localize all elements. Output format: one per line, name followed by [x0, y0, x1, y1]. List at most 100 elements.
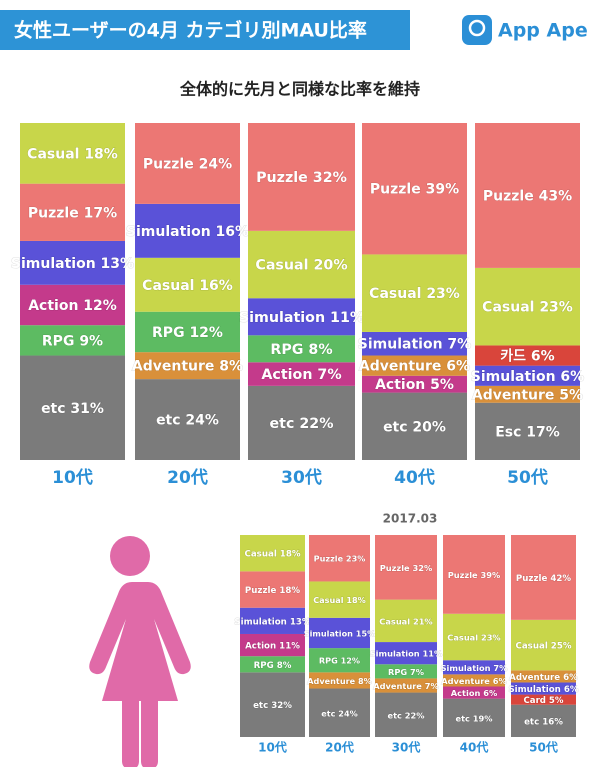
chart-title: 2017.03	[383, 512, 438, 526]
segment-label: Adventure 8%	[132, 359, 243, 375]
bar-segment	[248, 362, 355, 386]
bar-segment	[20, 355, 125, 460]
segment-label: RPG 9%	[42, 333, 103, 349]
bar-segment	[475, 267, 580, 346]
bar-segment	[20, 284, 125, 326]
segment-label: etc 22%	[387, 710, 424, 720]
segment-label: Puzzle 39%	[370, 182, 459, 198]
bar-segment	[240, 535, 305, 572]
segment-label: Simulation 7%	[358, 337, 471, 353]
segment-label: Casual 18%	[27, 146, 118, 162]
bar-segment	[475, 365, 580, 386]
bar-segment	[375, 535, 437, 600]
bar-segment	[248, 385, 355, 460]
segment-label: Casual 20%	[255, 258, 347, 274]
bar-segment	[309, 688, 370, 737]
bar-segment	[475, 402, 580, 460]
segment-label: Adventure 8%	[307, 676, 372, 686]
bar-segment	[375, 599, 437, 643]
bar-segment	[375, 692, 437, 737]
bar-segment	[475, 385, 580, 403]
segment-label: etc 24%	[156, 413, 219, 429]
segment-label: Action 6%	[451, 688, 497, 698]
x-tick-label: 40代	[460, 740, 489, 755]
bar-segment	[309, 617, 370, 649]
bar-segment	[362, 392, 467, 460]
segment-label: Casual 23%	[482, 300, 573, 316]
bar-segment	[511, 670, 576, 683]
bar-segment	[362, 331, 467, 356]
segment-label: RPG 8%	[254, 661, 292, 671]
bar-segment	[240, 656, 305, 673]
segment-label: Casual 23%	[447, 633, 500, 643]
bar-segment	[309, 581, 370, 618]
segment-label: Esc 17%	[495, 424, 560, 440]
segment-label: Simulation 11%	[370, 649, 443, 659]
bar-segment	[240, 607, 305, 634]
bar-segment	[443, 535, 505, 614]
segment-label: etc 19%	[455, 713, 492, 723]
segment-label: Puzzle 39%	[448, 570, 501, 580]
segment-label: Simulation 13%	[11, 256, 134, 272]
bar-segment	[135, 379, 240, 460]
bar-segment	[20, 123, 125, 184]
bar-segment	[240, 571, 305, 608]
segment-label: Puzzle 24%	[143, 156, 232, 172]
segment-label: Puzzle 17%	[28, 205, 117, 221]
x-tick-label: 50代	[507, 467, 548, 488]
bar-segment	[20, 240, 125, 285]
segment-label: Casual 18%	[313, 595, 366, 605]
bar-segment	[362, 355, 467, 376]
segment-label: RPG 7%	[388, 667, 424, 677]
bar-segment	[375, 664, 437, 679]
bar-segment	[362, 375, 467, 393]
segment-label: Casual 16%	[142, 278, 233, 294]
segment-label: Action 7%	[261, 367, 341, 383]
segment-label: RPG 12%	[152, 325, 223, 341]
bar-segment	[375, 678, 437, 693]
segment-label: Action 11%	[245, 642, 300, 652]
segment-label: etc 22%	[270, 416, 334, 432]
bar-segment	[248, 230, 355, 299]
segment-label: Adventure 5%	[472, 387, 583, 403]
segment-label: etc 20%	[383, 419, 446, 435]
bar-segment	[475, 123, 580, 268]
segment-label: RPG 12%	[319, 656, 360, 666]
segment-label: Simulation 6%	[508, 685, 578, 695]
bar-segment	[511, 694, 576, 705]
bar-segment	[511, 682, 576, 695]
segment-label: Card 5%	[523, 696, 563, 706]
bar-segment	[475, 345, 580, 366]
bar-segment	[135, 311, 240, 353]
bar-segment	[240, 633, 305, 657]
bar-segment	[20, 183, 125, 241]
title-banner	[0, 10, 410, 50]
bar-segment	[135, 123, 240, 204]
segment-label: Puzzle 32%	[380, 563, 433, 573]
segment-label: Simulation 6%	[471, 369, 584, 385]
segment-label: RPG 8%	[270, 342, 332, 358]
bar-segment	[443, 698, 505, 737]
logo-icon-face	[468, 19, 486, 37]
x-tick-label: 20代	[167, 467, 208, 488]
bar-segment	[135, 203, 240, 258]
x-tick-label: 30代	[392, 740, 421, 755]
segment-label: Adventure 6%	[509, 673, 578, 683]
chart-title: 女性ユーザーの4月 カテゴリ別MAU比率	[14, 19, 367, 42]
logo: App Ape	[498, 20, 588, 42]
woman-icon	[89, 536, 191, 767]
x-tick-label: 10代	[258, 740, 287, 755]
bar-segment	[511, 535, 576, 620]
bar-segment	[248, 335, 355, 363]
segment-label: Simulation 7%	[441, 663, 508, 673]
segment-label: Puzzle 32%	[256, 170, 347, 186]
bar-segment	[309, 672, 370, 689]
segment-label: Action 5%	[375, 377, 454, 393]
bar-segment	[135, 257, 240, 312]
logo-icon	[462, 15, 492, 45]
bar-segment	[443, 613, 505, 661]
bar-segment	[511, 619, 576, 671]
x-tick-label: 20代	[325, 740, 354, 755]
segment-label: Adventure 6%	[359, 359, 470, 375]
